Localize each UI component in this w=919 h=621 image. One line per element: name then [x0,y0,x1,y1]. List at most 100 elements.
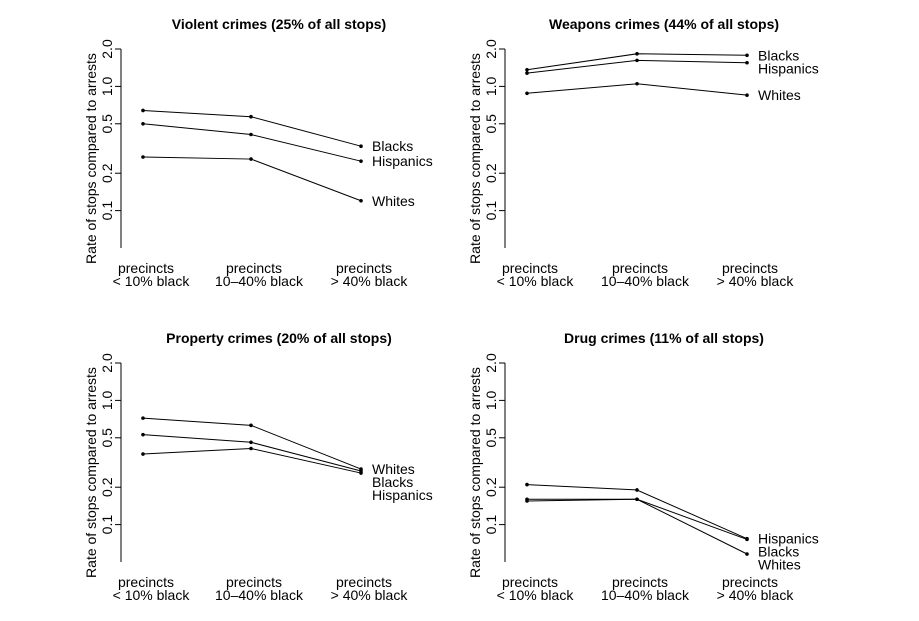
data-point [249,440,253,445]
data-point [525,68,529,72]
x-category-label-line1: precincts [612,260,668,276]
series-line-hispanics [526,59,748,74]
data-point [141,155,145,159]
y-tick-label: 0.1 [99,515,115,535]
data-point [141,432,145,437]
series-label: Whites [372,461,415,477]
x-category-label-line2: < 10% black [113,273,191,289]
y-tick-label: 0.5 [99,428,115,448]
x-category-label-line1: precincts [226,260,282,276]
data-point [249,132,253,137]
chart-panel-1: Violent crimes (25% of all stops) 0.1 0.2 0… [83,16,433,289]
series-line-blacks [527,498,748,540]
series-label: Hispanics [758,60,819,76]
y-tick-label: 0.2 [483,163,499,183]
data-point [359,198,363,203]
series-label: Whites [758,557,801,573]
y-tick-label: 2.0 [99,353,115,373]
x-category-label-line1: precincts [336,260,392,276]
data-point [635,497,639,502]
data-point [359,144,363,149]
y-tick-label: 0.5 [483,114,499,134]
data-point [525,499,529,503]
x-category-label-line2: 10–40% black [601,587,690,603]
y-tick-label: 0.1 [483,201,499,221]
y-axis-label: Rate of stops compared to arrests [83,53,99,264]
data-point [635,81,639,86]
y-tick-label: 0.5 [483,428,499,448]
series-line-hispanics [142,123,362,162]
y-tick-label: 2.0 [99,39,115,59]
data-point [635,488,639,492]
chart-panel-4: Drug crimes (11% of all stops) 0.1 0.2 0.5 1… [467,330,819,603]
y-tick-label: 0.1 [483,515,499,535]
data-point [745,552,749,556]
x-category-label-line2: 10–40% black [215,273,304,289]
series-label: Blacks [372,138,413,154]
series-label: Blacks [758,47,799,63]
y-tick-label: 0.2 [483,477,499,497]
x-category-label-line1: precincts [612,574,668,590]
x-category-label-line2: > 40% black [331,273,409,289]
series-line-hispanics [142,447,362,474]
chart-title: Property crimes (20% of all stops) [166,330,392,346]
x-category-label-line1: precincts [118,260,174,276]
data-point [635,51,639,56]
data-point [359,471,363,475]
y-tick-label: 0.1 [99,201,115,221]
x-category-label-line2: > 40% black [717,587,795,603]
series-line-hispanics [526,484,748,540]
x-category-label-line1: precincts [226,574,282,590]
y-axis-label: Rate of stops compared to arrests [467,367,483,578]
data-point [525,71,529,75]
y-tick-label: 1.0 [99,390,115,410]
data-point [745,537,749,542]
x-category-label-line2: < 10% black [497,273,575,289]
y-tick-label: 1.0 [99,76,115,96]
x-category-label-line2: 10–40% black [215,587,304,603]
series-label: Hispanics [758,531,819,547]
chart-title: Violent crimes (25% of all stops) [172,16,386,32]
data-point [359,159,363,163]
data-point [141,416,145,420]
x-category-label-line1: precincts [722,574,778,590]
series-label: Hispanics [372,153,433,169]
series-label: Whites [372,193,415,209]
x-category-label-line1: precincts [502,260,558,276]
data-point [635,58,639,63]
series-line-whites [142,156,362,202]
y-axis-label: Rate of stops compared to arrests [467,53,483,264]
x-category-label-line2: > 40% black [331,587,409,603]
y-tick-label: 2.0 [483,39,499,59]
data-point [249,446,253,451]
series-line-whites [526,498,748,555]
chart-panel-3: Property crimes (20% of all stops) 0.1 0.2… [83,330,433,603]
data-point [141,121,145,126]
chart-title: Drug crimes (11% of all stops) [564,330,764,346]
y-tick-label: 0.2 [99,477,115,497]
data-point [745,93,749,97]
x-category-label-line1: precincts [118,574,174,590]
data-point [525,91,529,96]
y-tick-label: 1.0 [483,76,499,96]
x-category-label-line1: precincts [502,574,558,590]
series-label: Blacks [758,544,799,560]
data-point [249,114,253,119]
y-tick-label: 2.0 [483,353,499,373]
x-category-label-line1: precincts [722,260,778,276]
series-label: Hispanics [372,487,433,503]
data-point [141,452,145,456]
chart-panel-2: Weapons crimes (44% of all stops) 0.1 0.2 0… [467,16,819,289]
y-axis-label: Rate of stops compared to arrests [83,367,99,578]
data-point [249,423,253,428]
data-point [249,157,253,161]
x-category-label-line2: < 10% black [113,587,191,603]
x-category-label-line2: < 10% black [497,587,575,603]
x-category-label-line2: > 40% black [717,273,795,289]
x-category-label-line2: 10–40% black [601,273,690,289]
data-point [141,108,145,113]
chart-title: Weapons crimes (44% of all stops) [549,16,779,32]
series-label: Whites [758,87,801,103]
data-point [745,60,749,65]
